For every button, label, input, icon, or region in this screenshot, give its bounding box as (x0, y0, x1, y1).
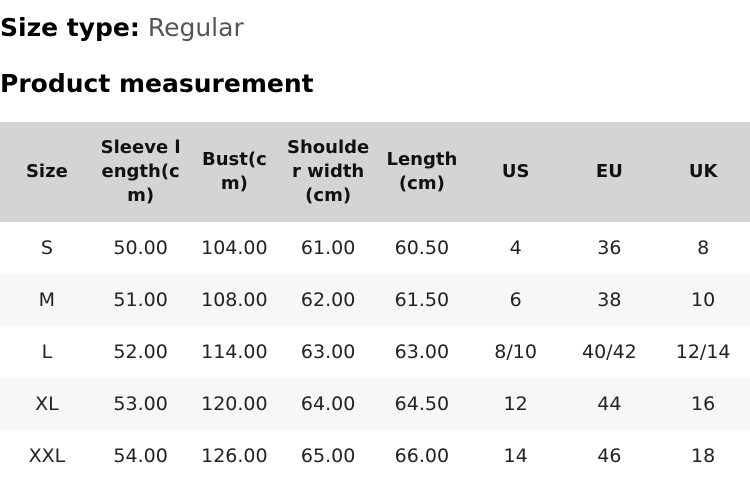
column-header: UK (656, 122, 750, 222)
table-cell: 104.00 (201, 237, 268, 259)
table-cell: XXL (28, 445, 66, 467)
table-cell: 40/42 (581, 341, 637, 363)
table-cell: 6 (468, 274, 563, 326)
table-row: XL 53.00 120.00 64.00 64.50 12 44 16 (0, 378, 750, 430)
table-cell: 62.00 (281, 274, 375, 326)
table-cell: 63.00 (394, 341, 450, 363)
table-cell: S (40, 237, 53, 259)
table-cell: L (41, 341, 53, 363)
size-type-value: Regular (147, 13, 244, 42)
column-header: EU (562, 122, 657, 222)
table-cell: 16 (656, 378, 750, 430)
table-row: S 50.00 104.00 61.00 60.50 4 36 8 (0, 222, 750, 274)
table-cell: 38 (562, 274, 657, 326)
table-cell: 52.00 (113, 341, 168, 363)
header-row: Size Sleeve length(cm) Bust(cm) Shoulder wi… (0, 122, 750, 222)
table-cell: 61.00 (300, 237, 356, 259)
table-cell: 120.00 (187, 378, 282, 430)
table-cell: 8/10 (494, 341, 537, 363)
column-header: Bust(cm) (187, 122, 282, 222)
table-cell: 60.50 (394, 237, 450, 259)
table-cell: 53.00 (93, 378, 188, 430)
table-cell: XL (0, 378, 94, 430)
table-row: M 51.00 108.00 62.00 61.50 6 38 10 (0, 274, 750, 326)
table-cell: 66.00 (394, 445, 450, 467)
table-cell: 44 (562, 378, 657, 430)
table-cell: 10 (656, 274, 750, 326)
size-type-label: Size type: (0, 13, 140, 42)
table-cell: 64.00 (281, 378, 375, 430)
table-cell: 36 (597, 237, 622, 259)
table-cell: 51.00 (93, 274, 188, 326)
column-header: Sleeve length(cm) (93, 122, 188, 222)
table-cell: 46 (597, 445, 622, 467)
table-cell: 12/14 (675, 341, 731, 363)
table-cell: 64.50 (375, 378, 469, 430)
column-header: Length(cm) (375, 122, 469, 222)
table-cell: 63.00 (300, 341, 356, 363)
table-cell: 61.50 (375, 274, 469, 326)
table-cell: 18 (691, 445, 716, 467)
size-type: Size type: Regular (0, 12, 244, 44)
table-cell: 126.00 (201, 445, 268, 467)
table-cell: 114.00 (201, 341, 268, 363)
table-cell: 4 (509, 237, 522, 259)
section-title: Product measurement (0, 69, 314, 98)
table-cell: 12 (468, 378, 563, 430)
table-cell: 108.00 (187, 274, 282, 326)
column-header: Size (0, 122, 94, 222)
column-header: Shoulder width(cm) (281, 122, 375, 222)
table-cell: 65.00 (300, 445, 356, 467)
table-cell: M (0, 274, 94, 326)
table-cell: 50.00 (113, 237, 168, 259)
column-header: US (468, 122, 563, 222)
measurement-table: Size Sleeve length(cm) Bust(cm) Shoulder wi… (0, 122, 750, 482)
table-row: L 52.00 114.00 63.00 63.00 8/10 40/42 12/14 (0, 326, 750, 378)
table-cell: 14 (503, 445, 528, 467)
table-cell: 8 (697, 237, 710, 259)
table-row: XXL 54.00 126.00 65.00 66.00 14 46 18 (0, 430, 750, 482)
table-cell: 54.00 (113, 445, 168, 467)
